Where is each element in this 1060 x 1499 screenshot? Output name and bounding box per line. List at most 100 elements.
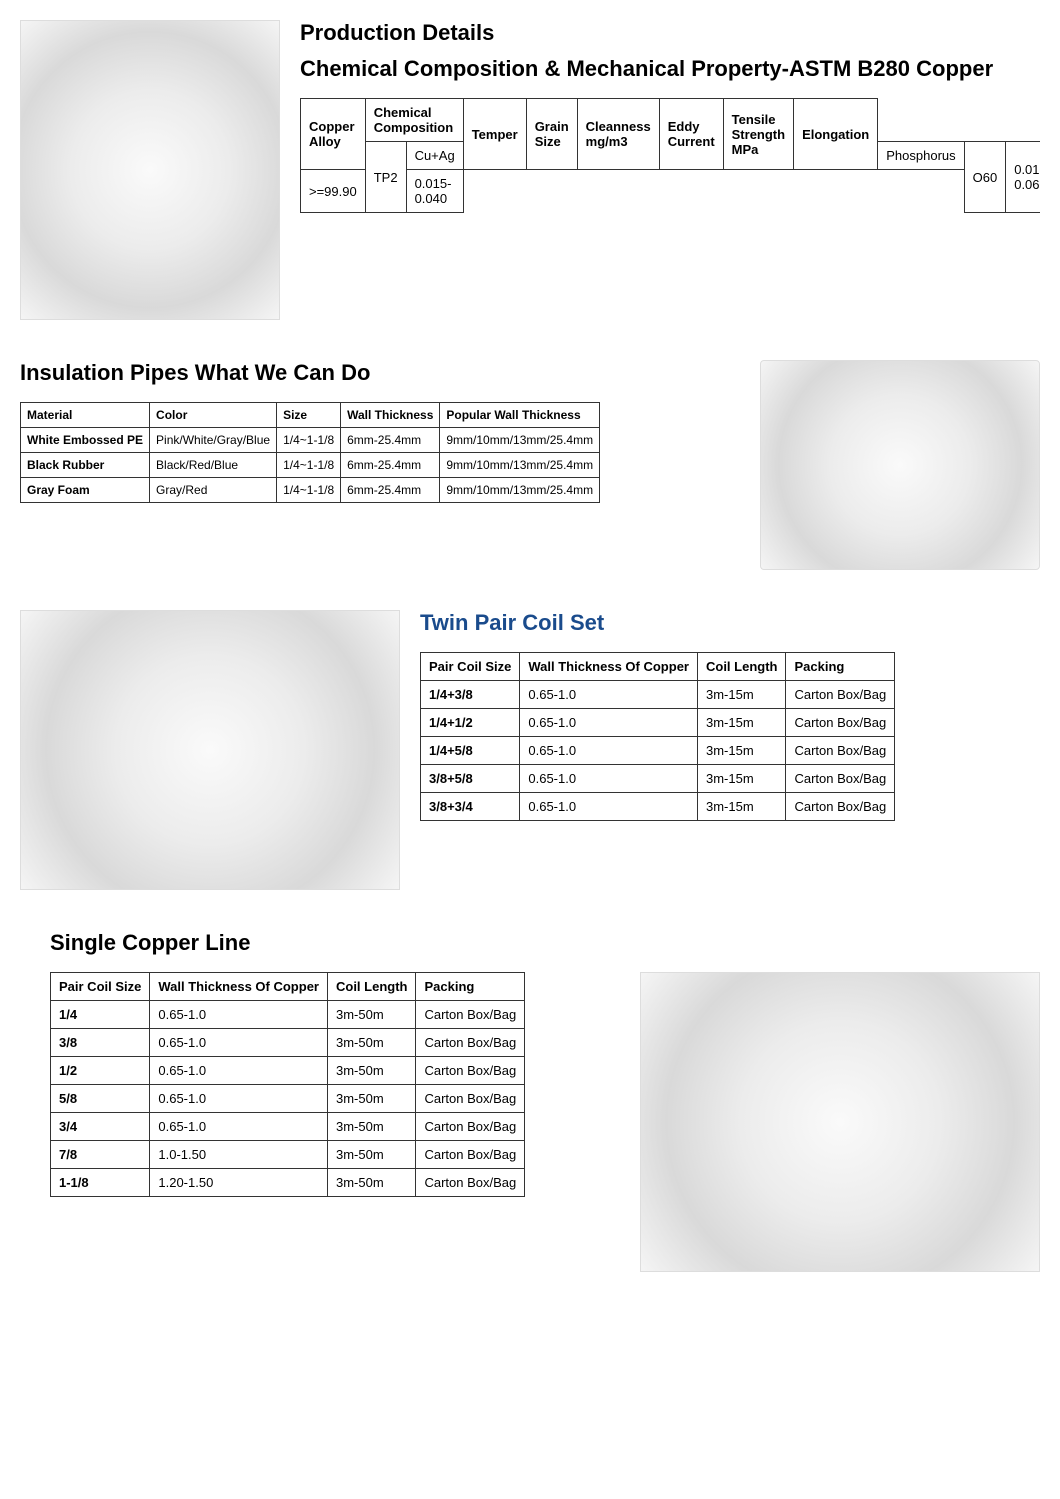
th-alloy: Copper Alloy [301,99,366,170]
cell: White Embossed PE [21,428,150,453]
cell-grain: 0.015-0.060 [1006,142,1040,213]
th-grain: Grain Size [526,99,577,170]
production-details-content: Production Details Chemical Composition … [300,20,1040,213]
single-copper-table: Pair Coil Size Wall Thickness Of Copper … [50,972,525,1197]
cell: Carton Box/Bag [416,1029,525,1057]
cell: 9mm/10mm/13mm/25.4mm [440,428,600,453]
table-row: 1/4+1/20.65-1.03m-15mCarton Box/Bag [421,709,895,737]
production-title: Production Details [300,20,1040,46]
insulation-title: Insulation Pipes What We Can Do [20,360,740,386]
cell-alloy: TP2 [365,142,406,213]
table-row: 1/4+5/80.65-1.03m-15mCarton Box/Bag [421,737,895,765]
cell: 1-1/8 [51,1169,150,1197]
cell: 7/8 [51,1141,150,1169]
insulation-section: Insulation Pipes What We Can Do Material… [20,360,1040,570]
single-copper-title: Single Copper Line [50,930,1040,956]
th: Coil Length [697,653,786,681]
th: Material [21,403,150,428]
th: Wall Thickness Of Copper [150,973,328,1001]
th: Pair Coil Size [421,653,520,681]
table-row: 3/8+3/40.65-1.03m-15mCarton Box/Bag [421,793,895,821]
th: Popular Wall Thickness [440,403,600,428]
cell: 0.65-1.0 [150,1113,328,1141]
cell: 3/4 [51,1113,150,1141]
chemical-composition-table: Copper Alloy Chemical Composition Temper… [300,98,1040,213]
cell: 3m-50m [327,1001,416,1029]
cell: 1/4 [51,1001,150,1029]
product-image-2 [760,360,1040,570]
single-copper-content: Pair Coil Size Wall Thickness Of Copper … [20,972,525,1197]
th: Wall Thickness [341,403,440,428]
table-header-row: Pair Coil Size Wall Thickness Of Copper … [51,973,525,1001]
cell: Black/Red/Blue [150,453,277,478]
th-temper: Temper [463,99,526,170]
table-row: 3/40.65-1.03m-50mCarton Box/Bag [51,1113,525,1141]
cell: 1/4+3/8 [421,681,520,709]
cell: 0.65-1.0 [150,1029,328,1057]
table-header-row: Material Color Size Wall Thickness Popul… [21,403,600,428]
cell: Carton Box/Bag [786,681,895,709]
cell: 3/8+3/4 [421,793,520,821]
cell: 0.65-1.0 [520,737,698,765]
cell: 0.65-1.0 [520,765,698,793]
cell: Carton Box/Bag [416,1001,525,1029]
insulation-content: Insulation Pipes What We Can Do Material… [20,360,740,503]
cell: 3m-50m [327,1141,416,1169]
th-eddy: Eddy Current [659,99,723,170]
th: Pair Coil Size [51,973,150,1001]
table-row: 3/80.65-1.03m-50mCarton Box/Bag [51,1029,525,1057]
cell: 0.65-1.0 [150,1057,328,1085]
cell: 6mm-25.4mm [341,453,440,478]
cell: 9mm/10mm/13mm/25.4mm [440,453,600,478]
cell: Black Rubber [21,453,150,478]
table-row: 1/40.65-1.03m-50mCarton Box/Bag [51,1001,525,1029]
cell: 1/4+1/2 [421,709,520,737]
cell: Carton Box/Bag [416,1085,525,1113]
cell-phos-h: Phosphorus [878,142,964,170]
cell: 3m-50m [327,1085,416,1113]
product-image-3 [20,610,400,890]
cell: 3m-50m [327,1057,416,1085]
cell: 0.65-1.0 [520,793,698,821]
twin-pair-title: Twin Pair Coil Set [420,610,1040,636]
th-chem: Chemical Composition [365,99,463,142]
cell: 3m-15m [697,737,786,765]
cell: Carton Box/Bag [786,709,895,737]
cell: 3m-50m [327,1029,416,1057]
table-row: 1/4+3/80.65-1.03m-15mCarton Box/Bag [421,681,895,709]
cell: 3m-15m [697,793,786,821]
twin-pair-section: Twin Pair Coil Set Pair Coil Size Wall T… [20,610,1040,890]
twin-pair-content: Twin Pair Coil Set Pair Coil Size Wall T… [420,610,1040,821]
cell: Carton Box/Bag [786,737,895,765]
cell: Pink/White/Gray/Blue [150,428,277,453]
cell: 6mm-25.4mm [341,428,440,453]
table-row: >=99.90 0.015-0.040 [301,170,1041,213]
table-row: 3/8+5/80.65-1.03m-15mCarton Box/Bag [421,765,895,793]
cell: 0.65-1.0 [150,1085,328,1113]
cell: 0.65-1.0 [520,681,698,709]
cell: 3m-15m [697,709,786,737]
cell: 1/4~1-1/8 [277,453,341,478]
cell: Carton Box/Bag [416,1141,525,1169]
cell-temper: O60 [964,142,1006,213]
th-elong: Elongation [794,99,878,170]
cell-cuag-h: Cu+Ag [406,142,463,170]
table-row: 1-1/81.20-1.503m-50mCarton Box/Bag [51,1169,525,1197]
table-header-row: Copper Alloy Chemical Composition Temper… [301,99,1041,142]
cell: Carton Box/Bag [786,765,895,793]
th: Wall Thickness Of Copper [520,653,698,681]
cell: Carton Box/Bag [786,793,895,821]
cell: Carton Box/Bag [416,1169,525,1197]
cell: 1.20-1.50 [150,1169,328,1197]
th: Packing [786,653,895,681]
cell: 3m-50m [327,1113,416,1141]
table-row: 5/80.65-1.03m-50mCarton Box/Bag [51,1085,525,1113]
cell: 1/4~1-1/8 [277,478,341,503]
th-tensile: Tensile Strength MPa [723,99,793,170]
production-subtitle: Chemical Composition & Mechanical Proper… [300,56,1040,82]
table-row: 1/20.65-1.03m-50mCarton Box/Bag [51,1057,525,1085]
cell: 1/4~1-1/8 [277,428,341,453]
th: Packing [416,973,525,1001]
cell: 1/2 [51,1057,150,1085]
cell: 9mm/10mm/13mm/25.4mm [440,478,600,503]
